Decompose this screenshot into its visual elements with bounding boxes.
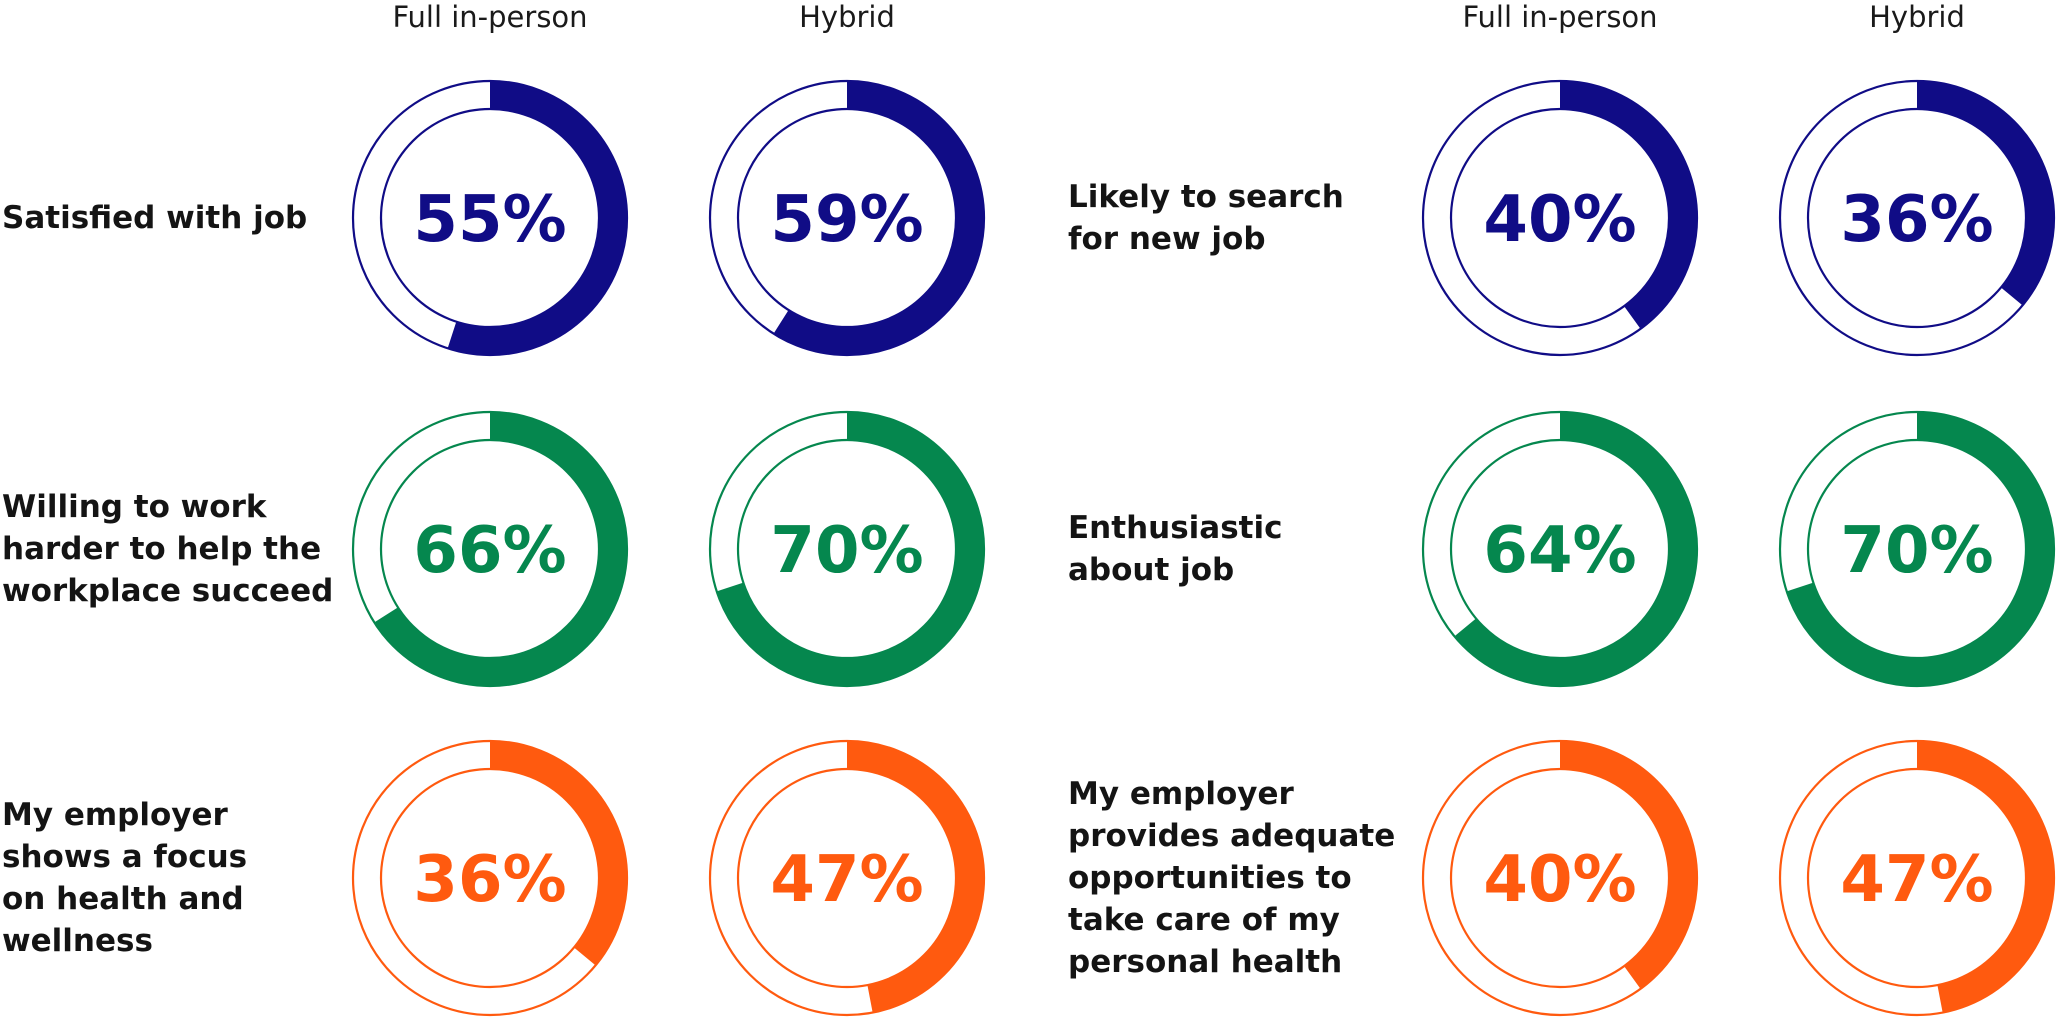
donut-value-label: 64% — [1483, 514, 1636, 588]
donut-value-arc — [1454, 412, 1697, 686]
donut-value-arc — [1917, 81, 2054, 306]
donut-value-arc — [773, 81, 984, 355]
column-header: Full in-person — [1462, 0, 1658, 34]
donut-value-label: 47% — [1840, 843, 1993, 917]
row-label: Likely to search for new job — [1068, 176, 1388, 260]
row-label-line: for new job — [1068, 221, 1266, 257]
row-label-line: shows a focus — [2, 839, 248, 875]
donut-value-label: 59% — [770, 183, 923, 257]
donut-chart: 47% — [1778, 739, 2056, 1017]
donut-chart: 66% — [351, 410, 629, 688]
row-label-line: take care of my — [1068, 902, 1340, 938]
row-label: Willing to work harder to help the workpla… — [2, 486, 334, 612]
row-label-line: on health and — [2, 881, 244, 917]
row-label-line: Enthusiastic — [1068, 510, 1283, 546]
donut-chart: 40% — [1421, 79, 1699, 357]
donut-chart: 55% — [351, 79, 629, 357]
donut-value-arc — [1560, 81, 1697, 329]
donut-value-label: 36% — [413, 843, 566, 917]
donut-value-label: 70% — [770, 514, 923, 588]
row-label-line: opportunities to — [1068, 860, 1352, 896]
row-label-line: My employer — [1068, 776, 1294, 812]
donut-chart: 70% — [708, 410, 986, 688]
row-label-line: Willing to work — [2, 489, 267, 525]
donut-value-label: 66% — [413, 514, 566, 588]
row-label-line: My employer — [2, 797, 228, 833]
row-label-line: wellness — [2, 923, 153, 959]
donut-value-arc — [490, 741, 627, 966]
row-label: Satisfied with job — [2, 197, 322, 239]
column-header: Hybrid — [1869, 0, 1965, 34]
row-label-line: workplace succeed — [2, 573, 334, 609]
donut-chart: 70% — [1778, 410, 2056, 688]
donut-value-label: 36% — [1840, 183, 1993, 257]
column-header: Hybrid — [799, 0, 895, 34]
donut-chart: 40% — [1421, 739, 1699, 1017]
donut-chart: 36% — [1778, 79, 2056, 357]
row-label: Enthusiastic about job — [1068, 507, 1388, 591]
donut-value-arc — [1917, 741, 2054, 1013]
donut-chart: 64% — [1421, 410, 1699, 688]
donut-value-arc — [1560, 741, 1697, 989]
row-label-line: personal health — [1068, 944, 1343, 980]
row-label-line: provides adequate — [1068, 818, 1396, 854]
row-label: My employer shows a focus on health and wel… — [2, 794, 322, 962]
donut-value-label: 47% — [770, 843, 923, 917]
column-header: Full in-person — [392, 0, 588, 34]
row-label-line: Likely to search — [1068, 179, 1344, 215]
donut-value-label: 70% — [1840, 514, 1993, 588]
row-label-line: Satisfied with job — [2, 200, 308, 236]
donut-chart: 59% — [708, 79, 986, 357]
donut-value-label: 40% — [1483, 843, 1636, 917]
donut-value-arc — [847, 741, 985, 1013]
row-label: My employer provides adequate opportunitie… — [1068, 773, 1396, 983]
donut-value-arc — [447, 81, 627, 355]
donut-value-label: 55% — [413, 183, 566, 257]
donut-chart: 47% — [708, 739, 986, 1017]
donut-value-label: 40% — [1483, 183, 1636, 257]
row-label-line: about job — [1068, 552, 1235, 588]
row-label-line: harder to help the — [2, 531, 322, 567]
donut-chart: 36% — [351, 739, 629, 1017]
